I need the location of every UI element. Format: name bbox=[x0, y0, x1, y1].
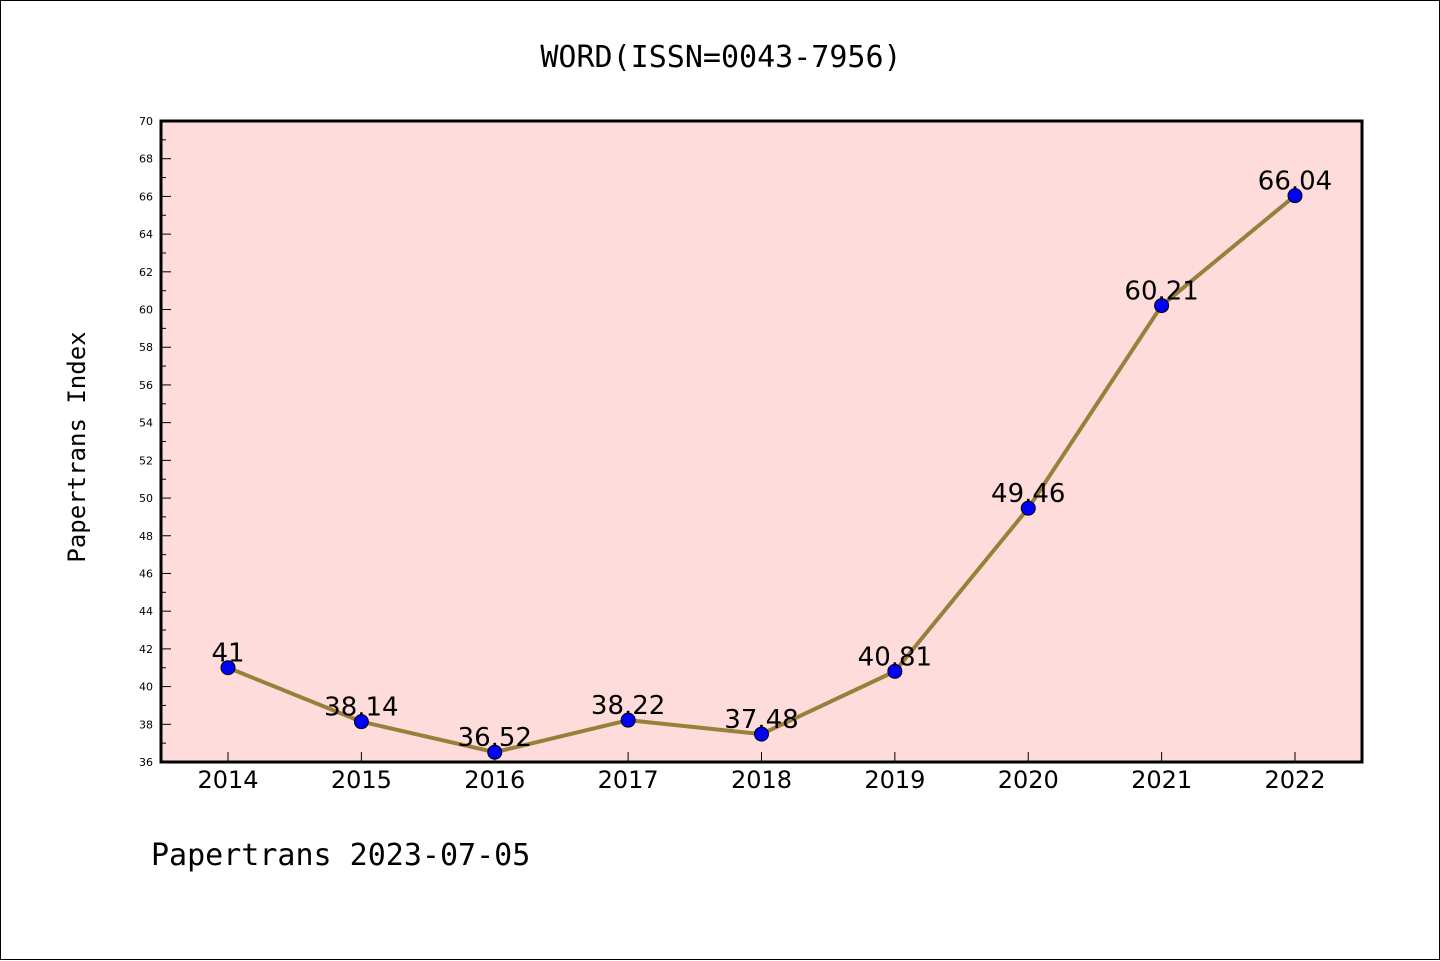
data-label: 66.04 bbox=[1258, 167, 1332, 197]
y-tick-label: 66 bbox=[139, 190, 153, 203]
plot-area bbox=[161, 121, 1362, 762]
footer-text: Papertrans 2023-07-05 bbox=[151, 838, 530, 873]
data-point bbox=[487, 744, 503, 760]
data-point bbox=[353, 714, 369, 730]
y-tick-label: 64 bbox=[139, 228, 153, 241]
data-point bbox=[220, 660, 236, 676]
x-tick-label: 2014 bbox=[197, 766, 258, 794]
x-tick-label: 2022 bbox=[1264, 766, 1325, 794]
x-tick-label: 2019 bbox=[864, 766, 925, 794]
plot-border bbox=[159, 119, 1364, 764]
y-tick-label: 56 bbox=[139, 379, 153, 392]
y-tick-label: 54 bbox=[139, 417, 153, 430]
x-tick-label: 2018 bbox=[731, 766, 792, 794]
data-label: 38.22 bbox=[591, 691, 665, 721]
data-point bbox=[887, 663, 903, 679]
data-point bbox=[1154, 298, 1170, 314]
y-tick-label: 38 bbox=[139, 718, 153, 731]
data-label: 38.14 bbox=[324, 693, 398, 723]
x-tick-label: 2020 bbox=[998, 766, 1059, 794]
data-label: 37.48 bbox=[724, 705, 798, 735]
x-tick-label: 2015 bbox=[331, 766, 392, 794]
data-point bbox=[1287, 188, 1303, 204]
data-label: 36.52 bbox=[458, 723, 532, 753]
chart-title: WORD(ISSN=0043-7956) bbox=[540, 40, 901, 75]
y-tick-label: 44 bbox=[139, 605, 153, 618]
x-tick-label: 2017 bbox=[598, 766, 659, 794]
y-tick-label: 36 bbox=[139, 756, 153, 769]
data-point bbox=[620, 712, 636, 728]
data-point bbox=[754, 726, 769, 742]
y-axis-label: Papertrans Index bbox=[63, 331, 91, 562]
x-tick-label: 2016 bbox=[464, 766, 525, 794]
data-label: 60.21 bbox=[1124, 277, 1198, 307]
y-tick-label: 48 bbox=[139, 530, 153, 543]
y-tick-label: 50 bbox=[139, 492, 153, 505]
x-axis-ticks: 2014 2015 2016 2017 2018 2019 2020 2021 2022 bbox=[197, 752, 1326, 794]
y-tick-label: 46 bbox=[139, 567, 153, 580]
y-tick-label: 68 bbox=[139, 153, 153, 166]
y-tick-label: 42 bbox=[139, 643, 153, 656]
data-label: 40.81 bbox=[858, 642, 932, 672]
y-tick-label: 40 bbox=[139, 681, 153, 694]
y-tick-label: 52 bbox=[139, 454, 153, 467]
data-labels-layer: 41 38.14 36.52 38.22 37.48 40.81 49.46 60.21 66.… bbox=[211, 167, 1332, 754]
data-label: 49.46 bbox=[991, 479, 1065, 509]
series-layer bbox=[220, 188, 1303, 760]
y-tick-label: 60 bbox=[139, 304, 153, 317]
y-axis-ticks: 36 38 40 42 44 46 48 50 52 54 56 58 60 62 64 66 68 70 bbox=[139, 115, 171, 769]
data-point bbox=[1020, 500, 1036, 516]
y-tick-label: 70 bbox=[139, 115, 153, 128]
y-tick-label: 58 bbox=[139, 341, 153, 354]
y-tick-label: 62 bbox=[139, 266, 153, 279]
data-label: 41 bbox=[211, 639, 244, 669]
x-tick-label: 2021 bbox=[1131, 766, 1192, 794]
